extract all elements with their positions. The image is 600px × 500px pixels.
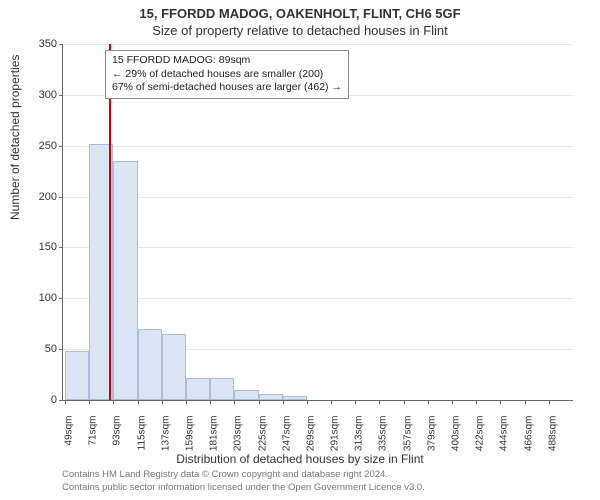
x-tick-mark (525, 400, 526, 404)
annotation-line-1: 15 FFORDD MADOG: 89sqm (112, 54, 342, 68)
y-tick-label: 100 (39, 292, 63, 304)
x-tick-mark (476, 400, 477, 404)
x-axis-label: Distribution of detached houses by size … (0, 452, 600, 466)
x-tick-mark (500, 400, 501, 404)
y-tick-label: 300 (39, 89, 63, 101)
y-tick-label: 200 (39, 191, 63, 203)
histogram-bar (113, 161, 137, 400)
chart-title: 15, FFORDD MADOG, OAKENHOLT, FLINT, CH6 … (0, 0, 600, 21)
x-tick-mark (65, 400, 66, 404)
x-tick-mark (259, 400, 260, 404)
x-tick-mark (549, 400, 550, 404)
x-tick-mark (162, 400, 163, 404)
gridline (63, 298, 573, 299)
footer-line-1: Contains HM Land Registry data © Crown c… (62, 469, 388, 480)
x-tick-mark (307, 400, 308, 404)
chart-container: 15, FFORDD MADOG, OAKENHOLT, FLINT, CH6 … (0, 0, 600, 500)
chart-subtitle: Size of property relative to detached ho… (0, 21, 600, 38)
x-tick-mark (210, 400, 211, 404)
histogram-bar (283, 396, 307, 400)
gridline (63, 247, 573, 248)
y-tick-label: 0 (51, 394, 63, 406)
x-tick-mark (331, 400, 332, 404)
histogram-bar (259, 394, 283, 400)
annotation-box: 15 FFORDD MADOG: 89sqm ← 29% of detached… (105, 50, 349, 99)
histogram-bar (162, 334, 186, 400)
x-tick-mark (113, 400, 114, 404)
histogram-bar (210, 378, 234, 400)
histogram-bar (65, 351, 89, 400)
gridline (63, 44, 573, 45)
x-tick-mark (186, 400, 187, 404)
histogram-bar (186, 378, 210, 400)
x-tick-mark (138, 400, 139, 404)
y-axis-label: Number of detached properties (8, 55, 22, 220)
x-tick-mark (234, 400, 235, 404)
x-tick-mark (452, 400, 453, 404)
x-tick-mark (355, 400, 356, 404)
histogram-bar (234, 390, 258, 400)
y-tick-label: 50 (45, 343, 63, 355)
footer-line-2: Contains public sector information licen… (62, 482, 425, 493)
x-tick-mark (428, 400, 429, 404)
x-tick-mark (283, 400, 284, 404)
x-tick-mark (404, 400, 405, 404)
y-tick-label: 150 (39, 241, 63, 253)
annotation-line-3: 67% of semi-detached houses are larger (… (112, 81, 342, 95)
histogram-bar (138, 329, 162, 400)
gridline (63, 197, 573, 198)
annotation-line-2: ← 29% of detached houses are smaller (20… (112, 68, 342, 82)
gridline (63, 146, 573, 147)
plot-area: 05010015020025030035049sqm71sqm93sqm115s… (62, 44, 573, 401)
y-tick-label: 350 (39, 38, 63, 50)
x-tick-mark (379, 400, 380, 404)
x-tick-mark (89, 400, 90, 404)
y-tick-label: 250 (39, 140, 63, 152)
